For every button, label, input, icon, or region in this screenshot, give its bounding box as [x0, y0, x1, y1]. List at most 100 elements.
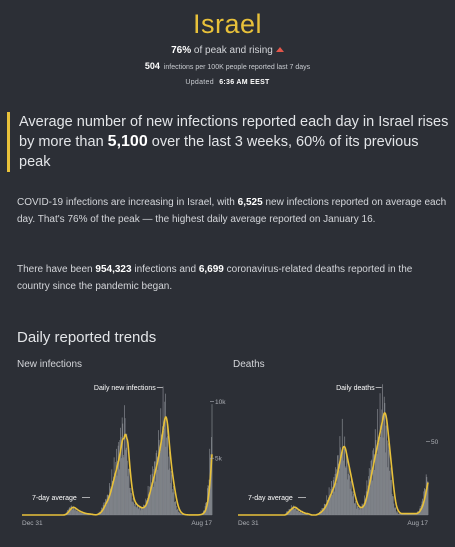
daily-bar — [398, 513, 400, 515]
daily-bar — [82, 512, 83, 515]
daily-bar — [302, 513, 304, 515]
daily-bar — [123, 457, 125, 515]
daily-bar — [363, 503, 365, 515]
daily-bar — [169, 468, 171, 515]
daily-bar — [137, 509, 139, 515]
daily-bar — [362, 505, 364, 515]
daily-bar — [86, 514, 88, 515]
daily-bar — [367, 492, 368, 515]
daily-bar — [75, 509, 77, 515]
daily-bar — [361, 503, 363, 515]
daily-bar — [392, 496, 394, 515]
daily-bar — [299, 511, 301, 515]
daily-bar — [140, 507, 142, 515]
seven-day-average-line — [21, 416, 213, 516]
daily-bar — [107, 495, 109, 515]
daily-bar — [304, 513, 305, 515]
daily-bar — [171, 489, 173, 515]
daily-bar — [338, 464, 340, 515]
daily-bar — [386, 420, 388, 515]
daily-bar — [141, 506, 143, 515]
daily-bar — [332, 486, 334, 515]
daily-bar — [386, 440, 388, 515]
daily-bar — [371, 459, 373, 515]
daily-bar — [116, 448, 117, 515]
daily-bar — [132, 501, 133, 515]
daily-bar — [80, 512, 82, 515]
headline: Average number of new infections reporte… — [7, 112, 449, 172]
daily-bar — [325, 504, 326, 515]
y-tick-label: 10k — [215, 399, 226, 406]
daily-bar — [134, 504, 136, 515]
daily-bar — [298, 510, 299, 515]
daily-bar — [375, 440, 377, 515]
daily-bar — [368, 468, 370, 515]
daily-bar — [182, 514, 184, 515]
daily-bar — [146, 500, 148, 515]
daily-bar — [120, 427, 121, 515]
daily-bar — [370, 460, 372, 515]
daily-bar — [350, 478, 352, 515]
daily-bar — [160, 434, 162, 515]
daily-bar — [376, 454, 378, 515]
daily-bar — [127, 476, 129, 515]
daily-bar — [414, 513, 416, 515]
daily-bar — [384, 403, 386, 515]
daily-bar — [382, 384, 383, 515]
summary-text-a: COVID-19 infections are increasing in Is… — [17, 197, 235, 208]
daily-bar — [114, 473, 116, 515]
avg-daily-infections: 6,525 — [237, 197, 263, 208]
daily-bar — [179, 513, 181, 515]
total-infections: 954,323 — [95, 264, 132, 275]
daily-bar — [118, 442, 120, 515]
daily-bar — [367, 485, 369, 515]
daily-bar — [106, 495, 108, 515]
daily-bar — [87, 514, 89, 515]
daily-bar — [359, 506, 361, 515]
daily-bar — [104, 502, 106, 515]
daily-bar — [129, 492, 131, 515]
daily-bar — [344, 436, 346, 515]
daily-bar — [117, 445, 119, 515]
daily-bar — [362, 504, 364, 515]
x-tick-start: Dec 31 — [22, 520, 43, 527]
daily-bar — [389, 470, 391, 515]
daily-bar — [353, 493, 355, 515]
daily-bar — [154, 461, 155, 515]
daily-bar — [177, 509, 179, 515]
daily-bar — [383, 396, 385, 515]
daily-bar — [122, 454, 124, 515]
daily-bar — [330, 488, 332, 515]
daily-bar — [341, 452, 343, 515]
daily-bar — [159, 451, 161, 515]
daily-bar — [105, 499, 106, 515]
daily-bar — [335, 467, 337, 515]
daily-bar — [108, 499, 110, 515]
infections-chart-label: New infections — [17, 359, 83, 370]
daily-bar — [370, 469, 371, 515]
daily-bar — [347, 479, 349, 515]
average-line-annotation: 7-day average — [32, 495, 77, 502]
rate-value: 504 — [144, 61, 160, 71]
daily-bar — [211, 437, 212, 515]
daily-bar — [295, 508, 296, 515]
daily-bar — [354, 503, 356, 515]
daily-bar — [289, 509, 291, 515]
daily-bar — [69, 510, 71, 515]
daily-bar — [78, 512, 80, 515]
totals-text-c: infections and — [134, 264, 197, 275]
daily-bar — [144, 505, 146, 515]
daily-bar — [338, 470, 340, 515]
daily-bar — [178, 511, 179, 515]
daily-bar — [148, 492, 150, 515]
header: Israel 76% of peak and rising 504 infect… — [0, 0, 455, 86]
daily-bar — [403, 513, 404, 515]
peak-percent: 76% — [171, 45, 192, 56]
daily-bar — [302, 513, 304, 515]
daily-bar — [106, 504, 108, 515]
daily-bar — [394, 508, 395, 515]
daily-bar — [364, 499, 366, 515]
daily-bar — [368, 476, 370, 515]
infections-chart: 10k 5k Dec 31 Aug 17 Daily new infections 7-d… — [21, 385, 226, 527]
daily-bar — [118, 469, 120, 515]
